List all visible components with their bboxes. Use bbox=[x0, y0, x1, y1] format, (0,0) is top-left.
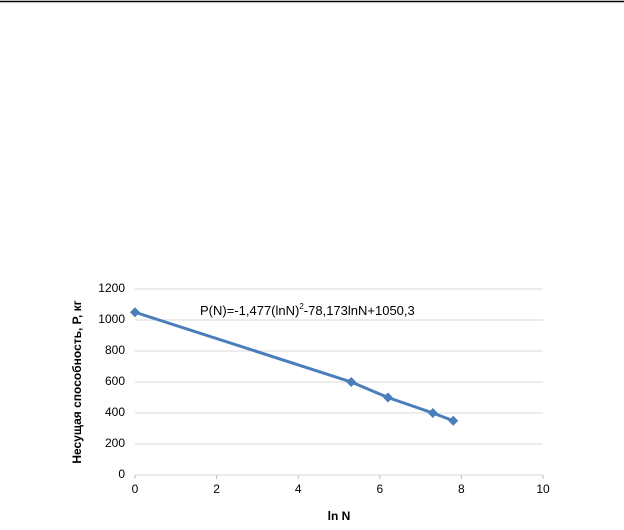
x-tick-label: 6 bbox=[376, 482, 383, 496]
y-tick-label: 0 bbox=[118, 467, 125, 481]
equation-part: -78,173lnN+1050,3 bbox=[304, 303, 415, 318]
series-line bbox=[134, 310, 454, 423]
y-tick-label: 600 bbox=[105, 374, 125, 388]
y-axis-label: Несущая способность, Р, кг bbox=[70, 300, 84, 463]
y-tick-label: 400 bbox=[105, 405, 125, 419]
data-point bbox=[130, 307, 140, 318]
y-tick-label: 200 bbox=[105, 436, 125, 450]
data-point bbox=[382, 392, 393, 403]
y-tick-label: 800 bbox=[105, 343, 125, 357]
x-tick-label: 8 bbox=[458, 482, 465, 496]
y-tick-label: 1000 bbox=[98, 312, 125, 326]
x-tick-label: 0 bbox=[132, 482, 139, 496]
y-tick-label: 1200 bbox=[98, 281, 125, 295]
trend-equation: P(N)=-1,477(lnN)2-78,173lnN+1050,3 bbox=[200, 302, 415, 318]
equation-part: P(N)=-1,477(lnN) bbox=[200, 303, 299, 318]
x-tick-label: 4 bbox=[295, 482, 302, 496]
equation-superscript: 2 bbox=[299, 302, 304, 311]
data-point bbox=[346, 377, 357, 387]
x-tick-label: 2 bbox=[213, 482, 220, 496]
data-point bbox=[427, 408, 438, 418]
x-tick-label: 10 bbox=[536, 482, 550, 496]
x-axis-label: ln N bbox=[328, 509, 351, 523]
data-point bbox=[448, 415, 459, 426]
